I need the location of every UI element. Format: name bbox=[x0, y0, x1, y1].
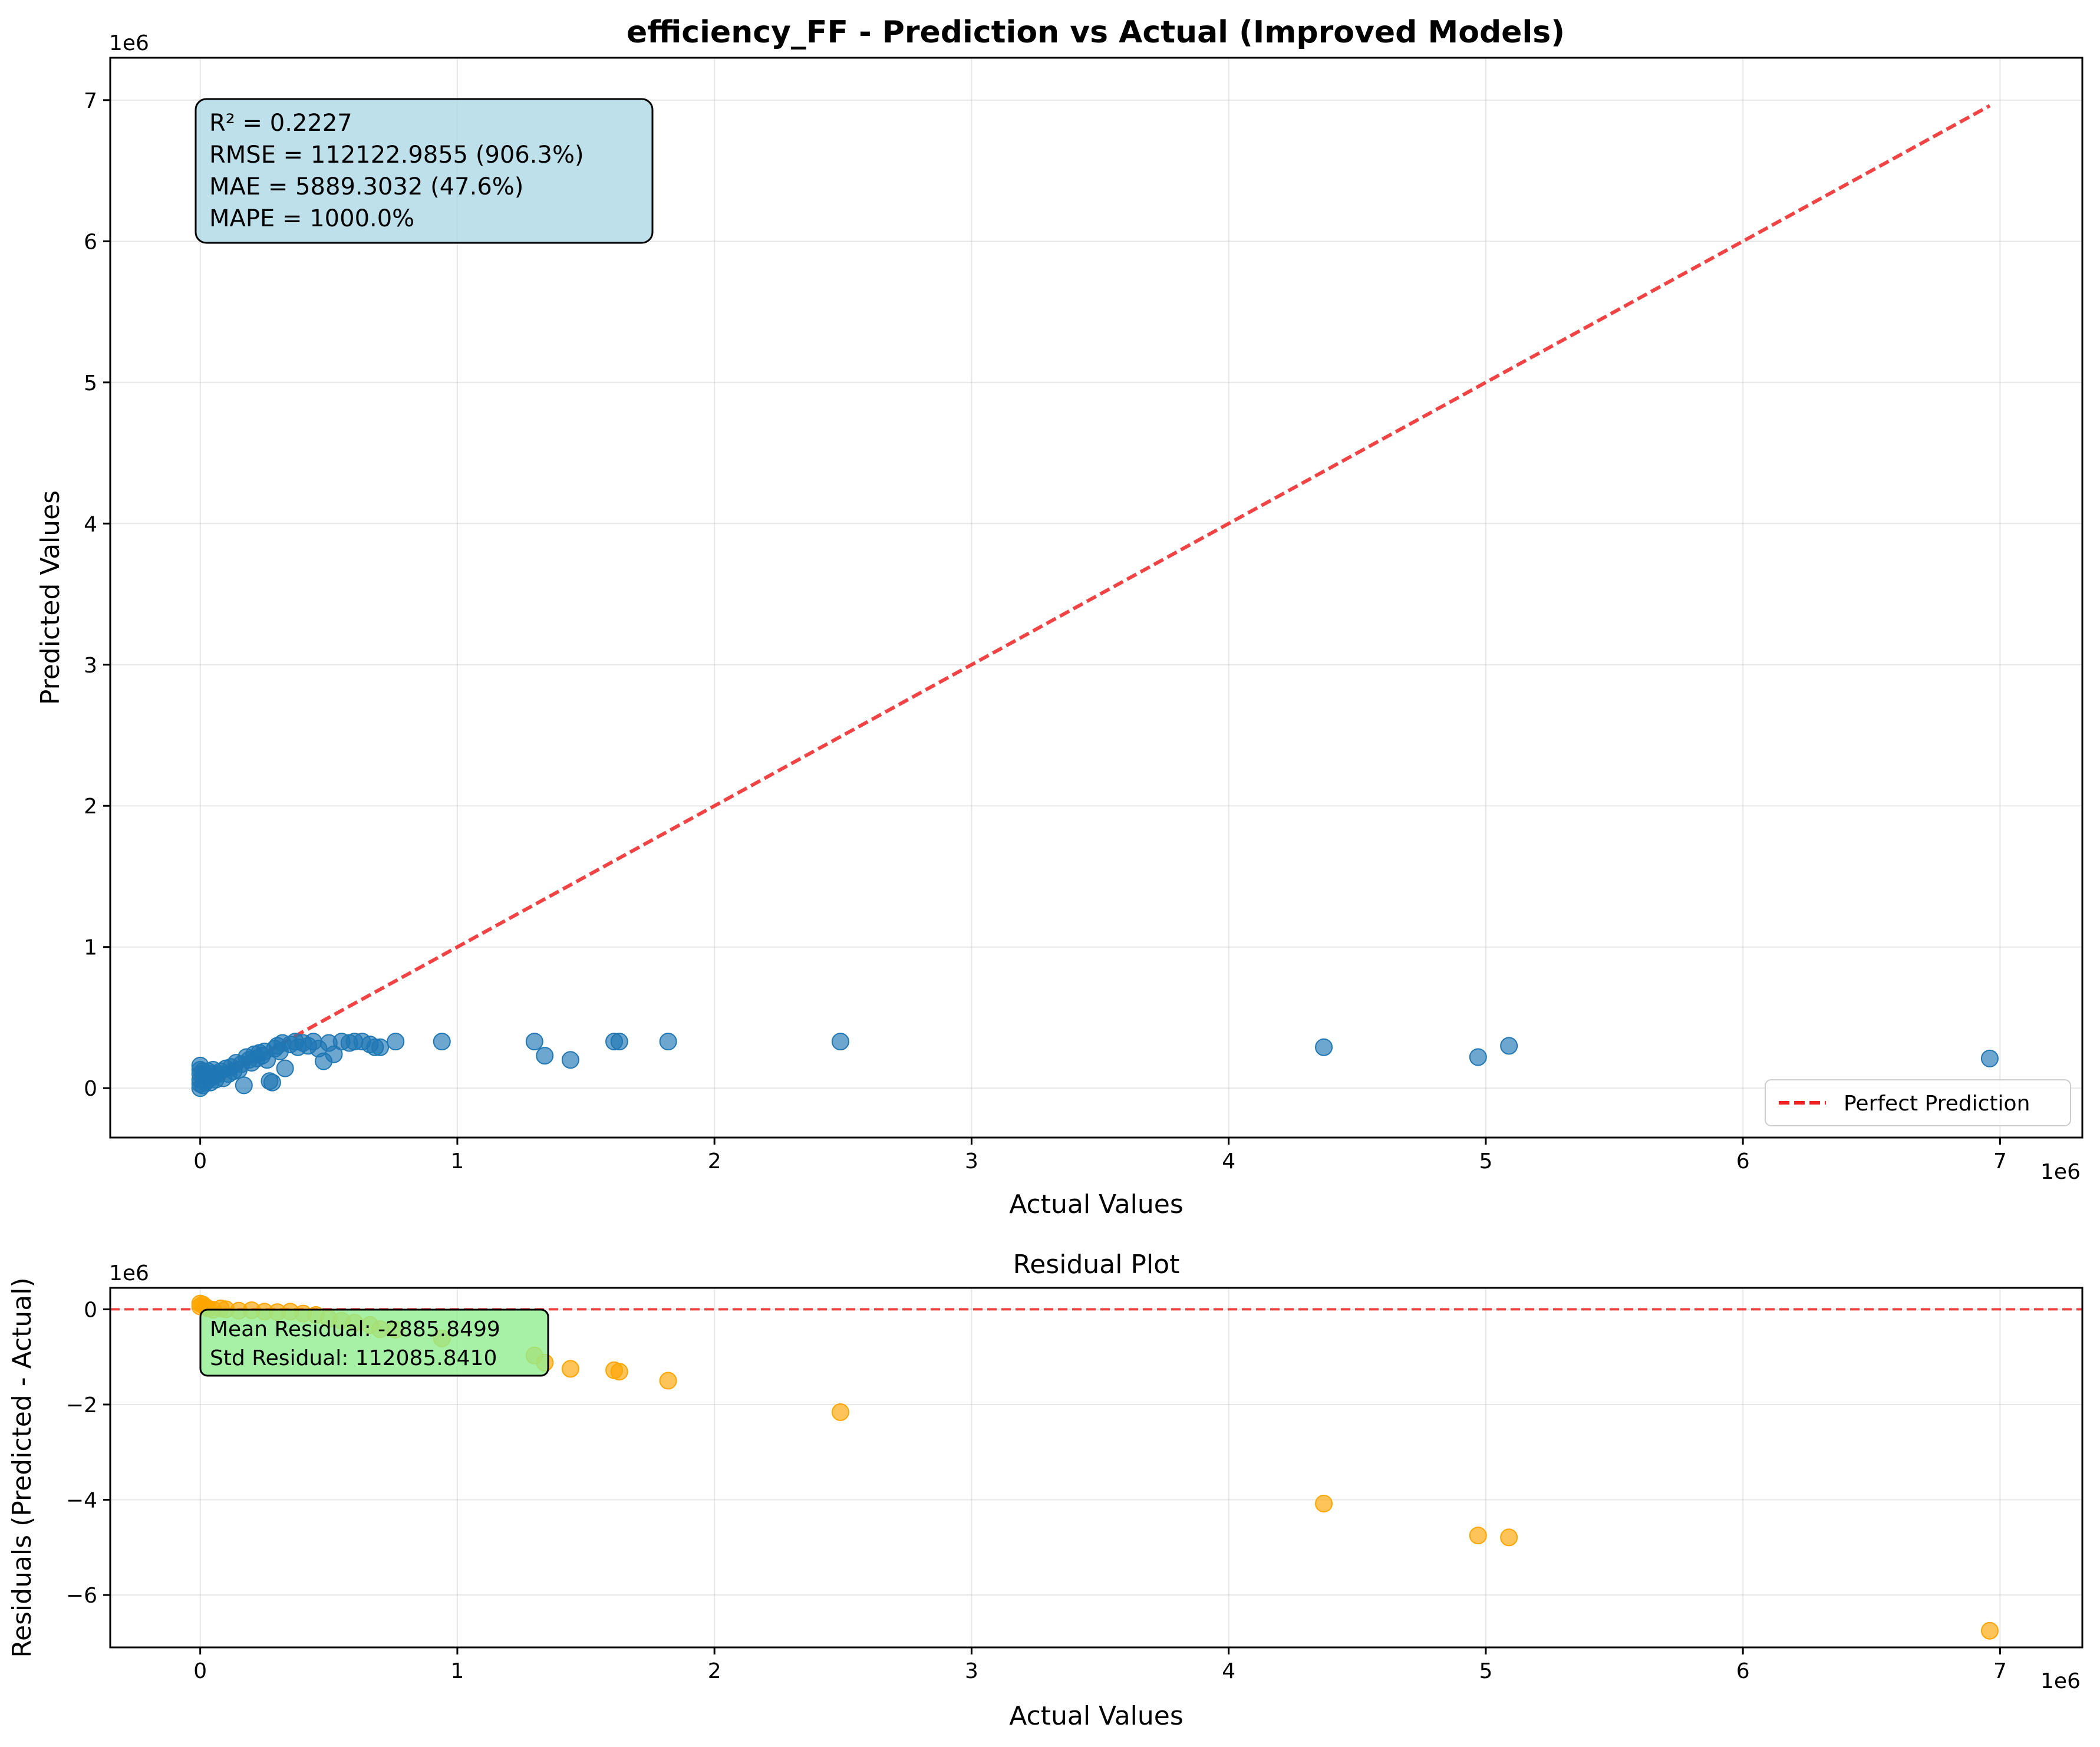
prediction-vs-actual-chart: efficiency_FF - Prediction vs Actual (Im… bbox=[35, 15, 2083, 1219]
top-x-offset-label: 1e6 bbox=[2040, 1160, 2081, 1184]
top-data-point bbox=[276, 1059, 294, 1077]
perfect-prediction-line bbox=[199, 104, 1991, 1090]
top-x-axis-label: Actual Values bbox=[1009, 1189, 1183, 1219]
bottom-x-tick-label: 4 bbox=[1222, 1659, 1235, 1683]
bottom-x-tick-label: 5 bbox=[1479, 1659, 1492, 1683]
bottom-x-tick-label: 6 bbox=[1736, 1659, 1750, 1683]
top-y-tick-label: 5 bbox=[84, 371, 97, 395]
perfect-prediction-line-group bbox=[199, 104, 1991, 1090]
residual-stats-box: Mean Residual: -2885.8499 Std Residual: … bbox=[199, 1308, 549, 1377]
bottom-y-ticks: 0 −2 −4 −6 bbox=[66, 1298, 110, 1608]
top-data-point bbox=[1469, 1048, 1487, 1066]
top-y-axis-label: Predicted Values bbox=[35, 490, 65, 705]
top-y-tick-label: 1 bbox=[84, 936, 97, 960]
bottom-data-point bbox=[1469, 1527, 1487, 1545]
bottom-data-point bbox=[561, 1360, 579, 1378]
top-y-tick-label: 6 bbox=[84, 230, 97, 254]
stats-mape: MAPE = 1000.0% bbox=[209, 205, 414, 232]
top-data-point bbox=[536, 1047, 554, 1065]
top-data-point bbox=[525, 1033, 543, 1051]
top-x-tick-label: 0 bbox=[193, 1149, 207, 1174]
top-y-tick-label: 3 bbox=[84, 654, 97, 678]
top-data-point bbox=[387, 1033, 405, 1051]
top-data-point bbox=[659, 1033, 677, 1051]
bottom-x-tick-label: 3 bbox=[965, 1659, 978, 1683]
bottom-data-point bbox=[831, 1403, 849, 1421]
bottom-x-axis-label: Actual Values bbox=[1009, 1701, 1183, 1731]
top-data-point bbox=[1315, 1038, 1333, 1056]
residual-plot-chart: Residual Plot 1e6 0 1 2 3 4 5 6 7 0 −2 −4 −6 Actua… bbox=[7, 1250, 2083, 1731]
top-y-tick-label: 7 bbox=[84, 89, 97, 113]
bottom-y-tick-label: −2 bbox=[66, 1393, 97, 1418]
bottom-x-tick-label: 0 bbox=[193, 1659, 207, 1683]
residual-plot-title: Residual Plot bbox=[1013, 1250, 1180, 1280]
bottom-y-axis-label: Residuals (Predicted - Actual) bbox=[7, 1277, 37, 1657]
top-stats-box: R² = 0.2227 RMSE = 112122.9855 (906.3%) … bbox=[194, 98, 654, 244]
bottom-x-tick-label: 1 bbox=[450, 1659, 464, 1683]
top-x-tick-label: 7 bbox=[1993, 1149, 2007, 1174]
stats-std-residual: Std Residual: 112085.8410 bbox=[210, 1346, 497, 1370]
top-stats-box-background bbox=[194, 98, 654, 244]
bottom-data-point bbox=[1980, 1621, 1999, 1640]
bottom-data-point bbox=[1315, 1495, 1333, 1512]
top-axes-frame bbox=[109, 57, 2083, 1139]
top-x-tick-label: 6 bbox=[1736, 1149, 1750, 1174]
bottom-axes-frame bbox=[109, 1287, 2083, 1649]
top-x-tick-label: 5 bbox=[1479, 1149, 1492, 1174]
stats-r2: R² = 0.2227 bbox=[209, 110, 352, 137]
top-y-offset-label: 1e6 bbox=[109, 31, 149, 55]
stats-mae: MAE = 5889.3032 (47.6%) bbox=[209, 173, 523, 200]
top-data-point bbox=[263, 1073, 281, 1092]
top-data-point bbox=[433, 1033, 451, 1051]
top-x-tick-label: 3 bbox=[965, 1149, 978, 1174]
top-data-point bbox=[1980, 1049, 1999, 1067]
bottom-y-tick-label: −6 bbox=[66, 1584, 97, 1608]
stats-mean-residual: Mean Residual: -2885.8499 bbox=[210, 1317, 500, 1341]
top-data-point bbox=[371, 1038, 390, 1056]
top-x-tick-label: 1 bbox=[450, 1149, 464, 1174]
top-scatter-points bbox=[191, 1033, 1999, 1097]
top-y-tick-label: 0 bbox=[84, 1077, 97, 1101]
top-data-point bbox=[325, 1045, 343, 1063]
bottom-x-ticks: 0 1 2 3 4 5 6 7 bbox=[193, 1647, 2007, 1683]
bottom-x-tick-label: 2 bbox=[708, 1659, 721, 1683]
legend-frame bbox=[1765, 1079, 2071, 1126]
top-data-point bbox=[831, 1033, 849, 1051]
residual-stats-box-background bbox=[199, 1308, 549, 1377]
bottom-data-point bbox=[1500, 1528, 1518, 1547]
top-x-tick-label: 4 bbox=[1222, 1149, 1235, 1174]
top-data-point bbox=[561, 1051, 579, 1069]
top-data-point bbox=[1500, 1037, 1518, 1055]
bottom-data-point bbox=[610, 1363, 628, 1381]
top-data-point bbox=[235, 1076, 253, 1095]
stats-rmse: RMSE = 112122.9855 (906.3%) bbox=[209, 141, 584, 169]
top-y-tick-label: 4 bbox=[84, 512, 97, 536]
bottom-x-tick-label: 7 bbox=[1993, 1659, 2007, 1683]
top-y-tick-label: 2 bbox=[84, 795, 97, 819]
top-x-tick-label: 2 bbox=[708, 1149, 721, 1174]
bottom-y-tick-label: −4 bbox=[66, 1489, 97, 1513]
top-y-ticks: 0 1 2 3 4 5 6 7 bbox=[84, 89, 110, 1101]
bottom-x-offset-label: 1e6 bbox=[2040, 1669, 2081, 1693]
top-data-point bbox=[610, 1033, 628, 1051]
top-legend: Perfect Prediction bbox=[1765, 1079, 2071, 1126]
bottom-y-tick-label: 0 bbox=[84, 1298, 97, 1322]
bottom-y-offset-label: 1e6 bbox=[109, 1261, 149, 1285]
legend-entry-perfect-prediction: Perfect Prediction bbox=[1844, 1092, 2030, 1116]
top-x-ticks: 0 1 2 3 4 5 6 7 bbox=[193, 1138, 2007, 1174]
main-title: efficiency_FF - Prediction vs Actual (Im… bbox=[627, 15, 1565, 50]
top-gridlines bbox=[110, 58, 2082, 1138]
bottom-data-point bbox=[659, 1372, 677, 1390]
